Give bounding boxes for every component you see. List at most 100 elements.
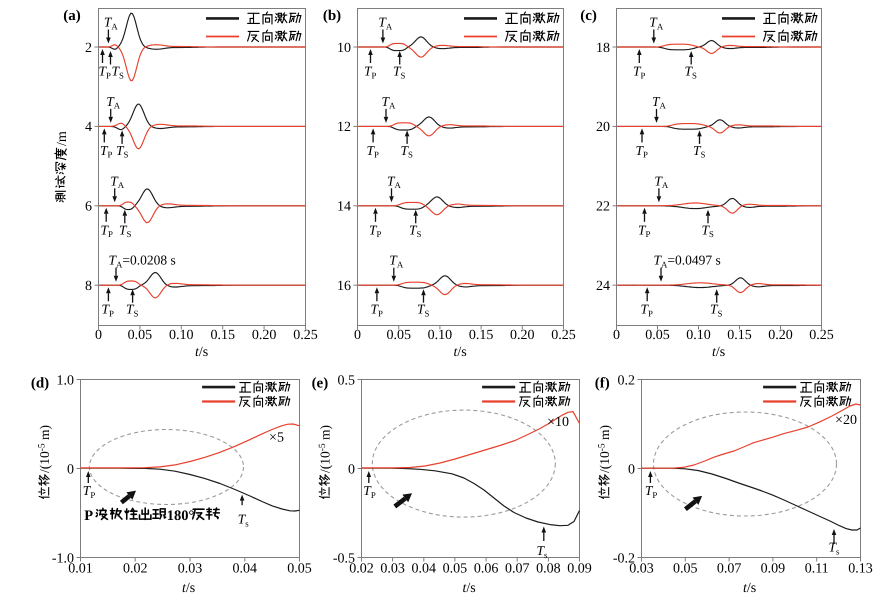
svg-text:t/s: t/s (182, 581, 195, 596)
svg-text:0.09: 0.09 (761, 562, 786, 577)
svg-text:0.02: 0.02 (349, 562, 374, 577)
svg-text:0.05: 0.05 (673, 562, 698, 577)
svg-text:0.15: 0.15 (727, 328, 752, 343)
svg-text:TS: TS (393, 64, 406, 81)
svg-text:TP: TP (645, 483, 658, 500)
svg-text:0.05: 0.05 (128, 328, 153, 343)
svg-text:0.10: 0.10 (686, 328, 711, 343)
svg-text:t/s: t/s (195, 345, 208, 360)
svg-text:TS: TS (702, 222, 715, 239)
svg-text:(a): (a) (63, 8, 81, 24)
svg-text:(f): (f) (595, 376, 610, 392)
svg-text:TP: TP (641, 302, 654, 319)
svg-text:Ts: Ts (829, 540, 841, 557)
svg-text:6: 6 (85, 200, 92, 215)
svg-text:t/s: t/s (454, 345, 467, 360)
svg-text:2: 2 (85, 41, 92, 56)
svg-text:TP: TP (636, 143, 649, 160)
svg-text:TA=0.0208 s: TA=0.0208 s (109, 253, 176, 270)
svg-text:TS: TS (409, 222, 422, 239)
svg-text:0.05: 0.05 (443, 562, 468, 577)
svg-text:TS: TS (693, 143, 706, 160)
svg-text:TP: TP (101, 222, 114, 239)
svg-text:TA: TA (389, 253, 404, 270)
svg-text:TA: TA (382, 94, 397, 111)
svg-text:/(10-5 m): /(10-5 m) (597, 425, 612, 473)
svg-text:TA=0.0497 s: TA=0.0497 s (654, 253, 721, 270)
svg-text:12: 12 (337, 120, 351, 135)
svg-text:Ts: Ts (537, 543, 549, 560)
svg-text:4: 4 (85, 120, 92, 135)
svg-text:0.07: 0.07 (505, 562, 530, 577)
svg-text:0.5: 0.5 (338, 373, 356, 388)
svg-text:0.06: 0.06 (474, 562, 499, 577)
svg-text:0.25: 0.25 (809, 328, 834, 343)
svg-text:-0.2: -0.2 (613, 551, 635, 566)
svg-text:0.10: 0.10 (428, 328, 453, 343)
svg-text:TP: TP (369, 222, 382, 239)
svg-text:TA: TA (106, 94, 121, 111)
svg-text:16: 16 (337, 279, 351, 294)
svg-text:TA: TA (378, 15, 393, 32)
svg-text:TS: TS (116, 143, 129, 160)
svg-text:0: 0 (628, 462, 635, 477)
svg-text:TA: TA (104, 15, 119, 32)
svg-text:0.20: 0.20 (510, 328, 535, 343)
svg-text:TS: TS (685, 64, 698, 81)
svg-text:TP: TP (367, 143, 380, 160)
svg-text:TP: TP (102, 302, 115, 319)
svg-text:TS: TS (401, 143, 414, 160)
svg-text:0.03: 0.03 (380, 562, 405, 577)
svg-text:TP: TP (371, 302, 384, 319)
svg-text:(b): (b) (323, 8, 341, 24)
svg-text:0.05: 0.05 (386, 328, 411, 343)
svg-text:0.15: 0.15 (210, 328, 235, 343)
svg-text:TS: TS (119, 222, 132, 239)
svg-text:(e): (e) (312, 376, 329, 392)
svg-text:180°: 180° (167, 508, 195, 524)
svg-text:0.10: 0.10 (169, 328, 194, 343)
svg-text:22: 22 (596, 200, 610, 215)
svg-text:10: 10 (337, 41, 351, 56)
svg-text:/m: /m (55, 131, 70, 146)
svg-text:TA: TA (652, 94, 667, 111)
svg-text:1.0: 1.0 (57, 373, 75, 388)
svg-text:0.03: 0.03 (178, 562, 203, 577)
svg-text:t/s: t/s (743, 581, 756, 596)
svg-text:0.04: 0.04 (412, 562, 437, 577)
svg-text:0: 0 (348, 462, 355, 477)
svg-text:×5: ×5 (269, 431, 284, 446)
svg-text:0.03: 0.03 (629, 562, 654, 577)
svg-text:0.2: 0.2 (618, 373, 636, 388)
svg-text:P: P (84, 508, 93, 524)
svg-text:TA: TA (110, 173, 125, 190)
svg-text:TA: TA (387, 173, 402, 190)
svg-text:0.13: 0.13 (848, 562, 873, 577)
svg-text:TS: TS (417, 302, 430, 319)
svg-text:0.25: 0.25 (293, 328, 318, 343)
svg-text:×20: ×20 (835, 413, 857, 428)
svg-text:-0.5: -0.5 (333, 551, 355, 566)
svg-text:TP: TP (99, 64, 112, 81)
svg-text:0.20: 0.20 (768, 328, 793, 343)
svg-text:20: 20 (596, 120, 610, 135)
svg-text:TP: TP (633, 64, 646, 81)
svg-text:TP: TP (83, 483, 96, 500)
svg-text:0.07: 0.07 (717, 562, 742, 577)
svg-text:TA: TA (649, 15, 664, 32)
svg-text:×10: ×10 (547, 415, 569, 430)
svg-text:TA: TA (654, 173, 669, 190)
svg-text:0.08: 0.08 (536, 562, 561, 577)
svg-text:24: 24 (596, 279, 610, 294)
svg-text:(d): (d) (31, 376, 49, 392)
svg-text:0: 0 (95, 328, 102, 343)
svg-text:0.11: 0.11 (805, 562, 829, 577)
svg-text:TP: TP (100, 143, 113, 160)
svg-text:0: 0 (67, 462, 74, 477)
svg-text:t/s: t/s (463, 581, 476, 596)
svg-text:14: 14 (337, 200, 351, 215)
svg-text:0.09: 0.09 (567, 562, 592, 577)
svg-text:0.02: 0.02 (123, 562, 148, 577)
svg-text:0.20: 0.20 (252, 328, 277, 343)
svg-text:0.25: 0.25 (551, 328, 576, 343)
